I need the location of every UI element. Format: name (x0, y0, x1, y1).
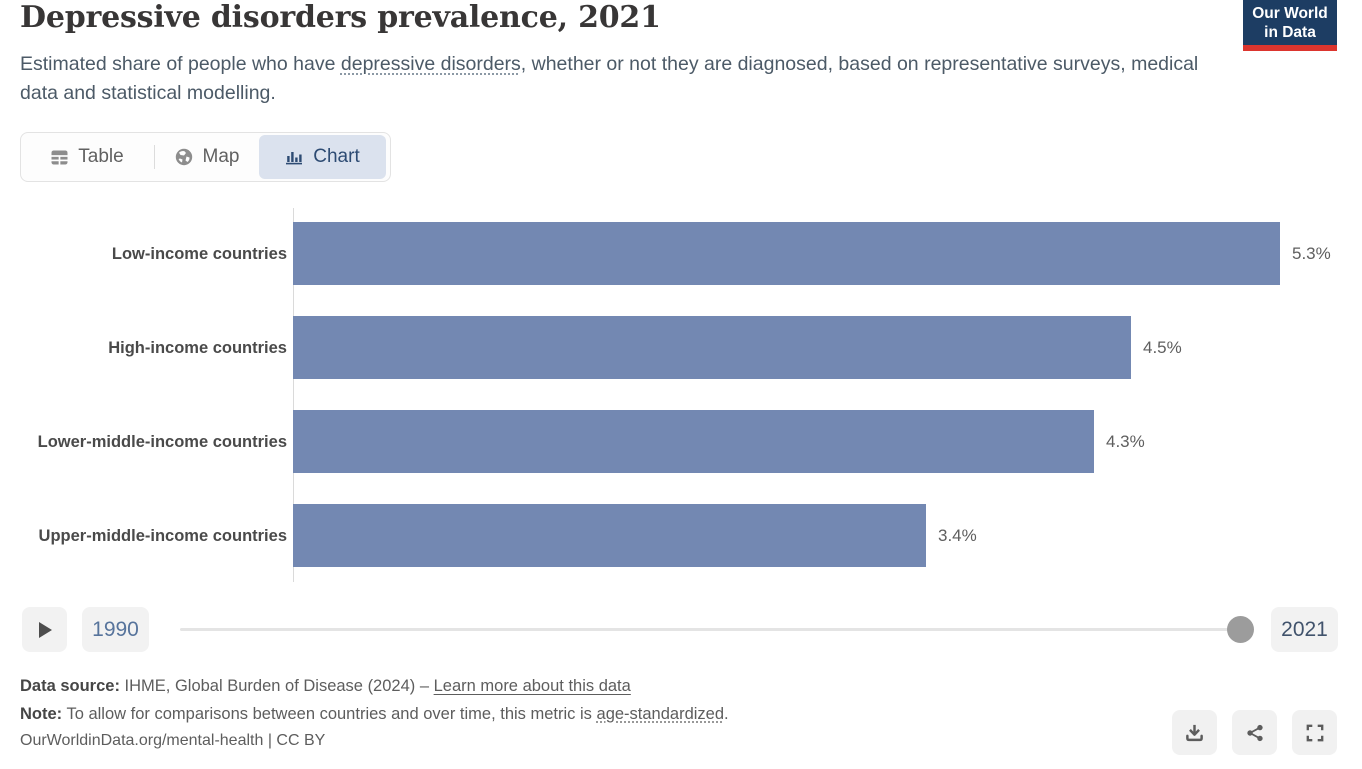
value-label: 3.4% (938, 525, 977, 545)
tab-label: Map (202, 146, 240, 167)
category-label: Lower-middle-income countries (37, 432, 287, 451)
download-button[interactable] (1172, 710, 1217, 755)
bar[interactable] (293, 504, 926, 567)
category-label: High-income countries (108, 338, 287, 357)
share-icon (1246, 724, 1263, 741)
owid-logo-redbar (1243, 45, 1337, 51)
note-label: Note: (20, 705, 63, 723)
subtitle-text-post: , whether or not they are diagnosed, bas… (20, 53, 1199, 104)
bar-row: Low-income countries 5.3% (20, 222, 1350, 285)
download-icon (1186, 724, 1203, 742)
play-button[interactable] (22, 607, 67, 652)
owid-logo-line2: in Data (1264, 24, 1316, 41)
value-label: 4.5% (1143, 337, 1182, 357)
owid-logo[interactable]: Our World in Data (1243, 0, 1337, 51)
tab-label: Table (78, 146, 124, 167)
owid-logo-text: Our World in Data (1243, 0, 1337, 45)
tab-chart[interactable]: Chart (259, 135, 386, 179)
chart-subtitle: Estimated share of people who have depre… (20, 50, 1210, 108)
note-line: Note: To allow for comparisons between c… (20, 705, 729, 724)
table-icon (51, 150, 68, 164)
owid-logo-line1: Our World (1252, 5, 1328, 22)
category-label: Upper-middle-income countries (38, 526, 287, 545)
timeline-end-year[interactable]: 2021 (1271, 607, 1338, 652)
tab-divider (154, 145, 155, 169)
play-icon (38, 621, 52, 638)
citation-line: OurWorldinData.org/mental-health | CC BY (20, 732, 326, 749)
bar[interactable] (293, 410, 1094, 473)
timeline: 1990 2021 (0, 607, 1362, 653)
value-label: 4.3% (1106, 431, 1145, 451)
tab-label: Chart (313, 146, 360, 167)
bar[interactable] (293, 222, 1280, 285)
timeline-handle[interactable] (1227, 616, 1254, 643)
tab-table[interactable]: Table (21, 135, 154, 179)
bar-chart-icon (286, 152, 303, 165)
bar-row: Lower-middle-income countries 4.3% (20, 410, 1350, 473)
data-source-label: Data source: (20, 677, 120, 695)
value-label: 5.3% (1292, 243, 1331, 263)
learn-more-link[interactable]: Learn more about this data (433, 677, 631, 695)
page-title: Depressive disorders prevalence, 2021 (20, 0, 661, 35)
subtitle-text: Estimated share of people who have (20, 53, 341, 75)
note-text: To allow for comparisons between countri… (62, 705, 597, 723)
fullscreen-icon (1306, 724, 1323, 741)
bar-chart: Low-income countries 5.3% High-income coun… (20, 208, 1350, 582)
view-tabs: Table Map Chart (20, 132, 391, 182)
note-text-post: . (724, 705, 729, 723)
tab-map[interactable]: Map (155, 135, 259, 179)
bar-row: Upper-middle-income countries 3.4% (20, 504, 1350, 567)
fullscreen-button[interactable] (1292, 710, 1337, 755)
bar[interactable] (293, 316, 1131, 379)
category-label: Low-income countries (111, 244, 287, 263)
y-axis-line (293, 208, 294, 582)
age-standardized-link[interactable]: age-standardized (596, 705, 725, 723)
timeline-track[interactable] (180, 628, 1242, 631)
data-source-line: Data source: IHME, Global Burden of Dise… (20, 677, 631, 696)
globe-icon (175, 148, 192, 166)
share-button[interactable] (1232, 710, 1277, 755)
data-source-text: IHME, Global Burden of Disease (2024) – (119, 677, 434, 695)
subtitle-term-link[interactable]: depressive disorders (340, 53, 521, 75)
bar-row: High-income countries 4.5% (20, 316, 1350, 379)
timeline-start-year[interactable]: 1990 (82, 607, 149, 652)
